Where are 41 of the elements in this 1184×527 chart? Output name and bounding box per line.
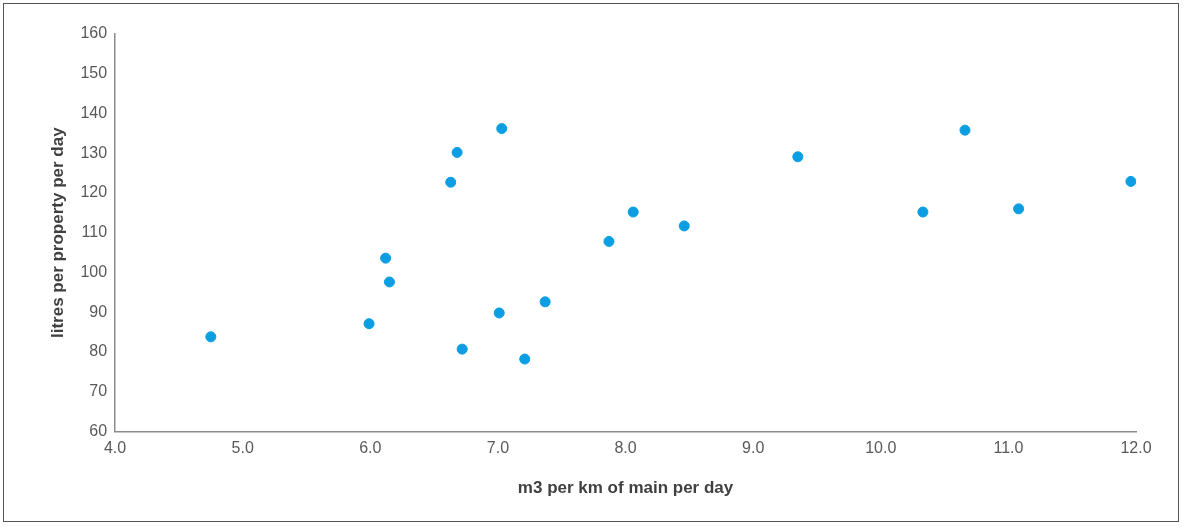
y-tick-label: 120 bbox=[80, 183, 108, 201]
point bbox=[1013, 203, 1025, 215]
point bbox=[451, 146, 463, 158]
x-tick-label: 7.0 bbox=[486, 439, 510, 457]
x-tick-label: 8.0 bbox=[614, 439, 637, 457]
y-tick-label: 60 bbox=[89, 421, 108, 439]
x-tick-label: 10.0 bbox=[865, 439, 897, 457]
y-tick-label: 150 bbox=[80, 64, 108, 82]
y-tick-label: 100 bbox=[80, 262, 108, 280]
point bbox=[383, 276, 395, 288]
y-axis-title: litres per property per day bbox=[47, 126, 67, 339]
y-tick-label: 80 bbox=[89, 342, 108, 360]
y-tick-label: 70 bbox=[89, 382, 108, 400]
x-tick-label: 5.0 bbox=[231, 439, 254, 457]
point bbox=[496, 123, 508, 135]
point bbox=[380, 252, 392, 264]
point bbox=[1125, 175, 1136, 187]
y-tick-label: 110 bbox=[81, 223, 108, 241]
x-tick-label: 6.0 bbox=[359, 439, 382, 457]
point bbox=[456, 343, 468, 355]
point bbox=[493, 307, 505, 319]
y-tick-label: 140 bbox=[80, 103, 108, 121]
y-tick-label: 130 bbox=[80, 143, 108, 161]
x-tick-label: 11.0 bbox=[993, 439, 1024, 457]
point bbox=[205, 331, 217, 343]
x-tick-label: 4.0 bbox=[103, 439, 127, 457]
point bbox=[792, 151, 804, 163]
point bbox=[959, 124, 971, 136]
x-axis-title: m3 per km of main per day bbox=[517, 478, 734, 498]
point bbox=[917, 206, 929, 218]
point bbox=[678, 220, 690, 232]
point bbox=[445, 176, 457, 188]
point bbox=[519, 353, 531, 365]
y-tick-label: 90 bbox=[89, 302, 108, 320]
x-tick-label: 12.0 bbox=[1120, 439, 1152, 457]
point bbox=[627, 206, 639, 218]
point bbox=[363, 318, 375, 330]
point bbox=[539, 296, 551, 308]
x-tick-label: 9.0 bbox=[742, 439, 765, 457]
y-tick-label: 160 bbox=[80, 24, 108, 42]
point bbox=[603, 235, 615, 247]
